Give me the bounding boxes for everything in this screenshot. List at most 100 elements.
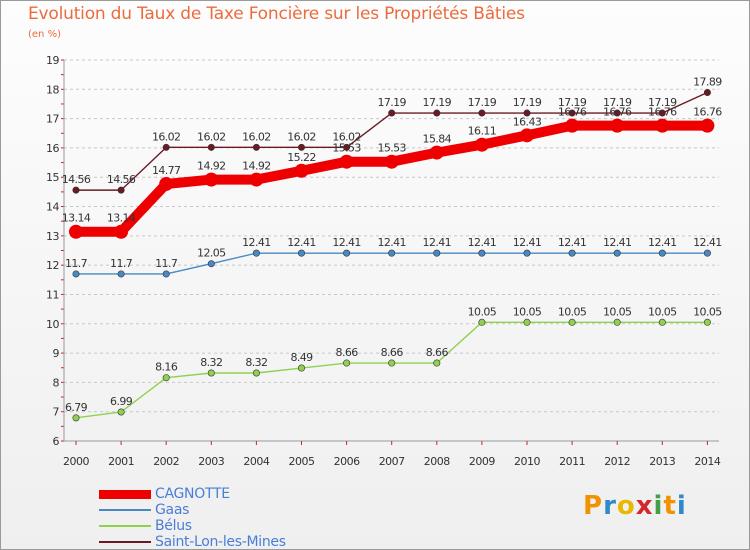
legend-label: Bélus [155, 518, 192, 534]
data-point [343, 143, 351, 151]
data-point [207, 260, 215, 268]
y-tick-label: 6 [53, 435, 60, 448]
data-label: 16.76 [648, 106, 677, 119]
data-point [433, 109, 441, 117]
data-label: 12.41 [468, 236, 497, 249]
data-point [384, 154, 399, 169]
x-tick-label: 2005 [289, 455, 315, 468]
data-label: 16.02 [242, 130, 271, 143]
data-point [523, 109, 531, 117]
data-label: 10.05 [513, 305, 542, 318]
data-label: 12.41 [242, 236, 271, 249]
data-point [565, 118, 580, 133]
logo-letter: t [663, 491, 677, 521]
data-label: 12.41 [603, 236, 632, 249]
data-point [162, 374, 170, 382]
data-point [297, 143, 305, 151]
data-label: 12.41 [377, 236, 406, 249]
data-point [429, 145, 444, 160]
data-label: 16.02 [287, 130, 316, 143]
x-tick-label: 2000 [63, 455, 89, 468]
data-label: 17.19 [513, 96, 542, 109]
data-point [388, 109, 396, 117]
data-label: 17.19 [423, 96, 452, 109]
data-label: 16.11 [468, 125, 497, 138]
data-label: 15.22 [287, 151, 316, 164]
data-point [568, 318, 576, 326]
data-label: 8.66 [381, 346, 404, 359]
data-point [388, 249, 396, 257]
data-point [117, 408, 125, 416]
data-label: 8.66 [336, 346, 359, 359]
x-tick-label: 2007 [379, 455, 405, 468]
x-tick-label: 2014 [694, 455, 720, 468]
data-point [114, 224, 129, 239]
data-label: 16.02 [332, 130, 361, 143]
data-label: 15.53 [332, 142, 361, 155]
data-point [72, 414, 80, 422]
data-point [339, 154, 354, 169]
data-label: 17.19 [468, 96, 497, 109]
data-label: 8.16 [155, 361, 178, 374]
data-label: 8.32 [245, 356, 267, 369]
x-tick-label: 2001 [108, 455, 134, 468]
data-point [249, 172, 264, 187]
data-point [703, 318, 711, 326]
data-label: 11.7 [65, 257, 88, 270]
data-point [69, 224, 83, 239]
data-label: 12.41 [287, 236, 316, 249]
y-tick-label: 18 [46, 83, 59, 96]
data-label: 17.89 [693, 76, 722, 89]
x-tick-label: 2012 [604, 455, 630, 468]
data-label: 16.02 [197, 130, 226, 143]
x-tick-label: 2011 [559, 455, 585, 468]
data-point [523, 249, 531, 257]
logo-letter: x [635, 491, 654, 521]
data-point [388, 359, 396, 367]
data-point [162, 270, 170, 278]
legend-swatch [99, 541, 151, 543]
data-point [703, 249, 711, 257]
data-point [658, 109, 666, 117]
data-point [204, 172, 219, 187]
unit-label: (en %) [28, 29, 61, 40]
y-tick-label: 8 [53, 376, 60, 389]
data-point [568, 249, 576, 257]
data-point [294, 163, 309, 178]
data-label: 11.7 [155, 257, 178, 270]
data-label: 16.76 [603, 106, 632, 119]
data-point [72, 186, 80, 194]
data-label: 6.99 [110, 395, 133, 408]
data-point [433, 359, 441, 367]
data-point [252, 143, 260, 151]
data-label: 8.49 [290, 351, 313, 364]
legend-label: Saint-Lon-les-Mines [155, 534, 286, 550]
data-point [520, 128, 534, 143]
data-label: 17.19 [648, 96, 677, 109]
x-tick-label: 2004 [243, 455, 269, 468]
legend-label: CAGNOTTE [155, 486, 230, 502]
y-tick-label: 15 [46, 171, 59, 184]
legend-swatch [99, 525, 151, 527]
data-label: 14.92 [197, 160, 226, 173]
logo-letter: r [603, 491, 617, 521]
data-label: 10.05 [558, 305, 587, 318]
y-tick-label: 14 [46, 201, 59, 214]
y-tick-label: 17 [46, 113, 59, 126]
data-point [700, 118, 715, 133]
data-label: 12.05 [197, 247, 226, 260]
data-label: 12.41 [648, 236, 677, 249]
data-point [613, 318, 621, 326]
data-label: 16.76 [558, 106, 587, 119]
x-tick-label: 2013 [649, 455, 675, 468]
data-point [703, 89, 711, 97]
proxiti-logo: Proxiti [583, 491, 687, 521]
y-tick-label: 16 [46, 142, 59, 155]
legend-swatch [99, 489, 151, 499]
data-label: 12.41 [332, 236, 361, 249]
data-point [297, 364, 305, 372]
data-label: 13.14 [62, 212, 91, 225]
logo-letter: P [583, 491, 604, 521]
data-label: 10.05 [603, 305, 632, 318]
